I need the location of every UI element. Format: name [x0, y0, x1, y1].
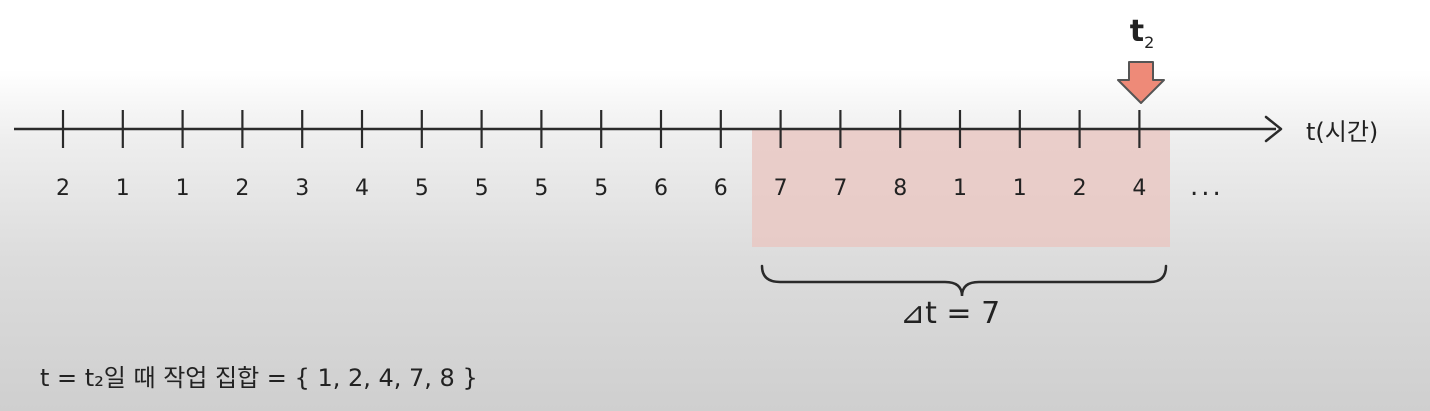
reference-value: 5: [414, 176, 429, 201]
tick-marks: [61, 110, 1141, 148]
reference-value: 5: [534, 176, 549, 201]
window-size-label: ⊿t = 7: [900, 296, 1001, 331]
axis-label: t(시간): [1306, 118, 1379, 146]
reference-value: 2: [56, 176, 70, 201]
reference-value: 2: [235, 176, 250, 201]
reference-value: 1: [1012, 176, 1027, 201]
reference-value: 6: [654, 176, 668, 201]
t2-marker-label: t2: [1112, 14, 1172, 52]
reference-value: 8: [893, 176, 908, 201]
reference-value: 2: [1072, 176, 1087, 201]
reference-value: 5: [594, 176, 609, 201]
window-brace: [760, 264, 1168, 297]
reference-value: 6: [713, 176, 728, 201]
reference-value: 7: [773, 176, 788, 201]
reference-value: 7: [833, 176, 848, 201]
down-arrow-icon: [1117, 61, 1165, 104]
marker-subscript: 2: [1144, 33, 1155, 52]
axis-arrowhead: [1264, 115, 1283, 143]
marker-label-text: t: [1129, 14, 1145, 49]
window-highlight: [752, 129, 1170, 247]
reference-value: 1: [953, 176, 967, 201]
working-set-caption: t = t₂일 때 작업 집합 = { 1, 2, 4, 7, 8 }: [40, 364, 478, 392]
reference-value: 1: [175, 176, 190, 201]
ellipsis: ...: [1190, 172, 1224, 202]
reference-value: 1: [115, 176, 130, 201]
reference-value: 4: [1132, 176, 1147, 201]
reference-value: 3: [295, 176, 310, 201]
reference-value: 5: [474, 176, 489, 201]
reference-value: 4: [355, 176, 369, 201]
